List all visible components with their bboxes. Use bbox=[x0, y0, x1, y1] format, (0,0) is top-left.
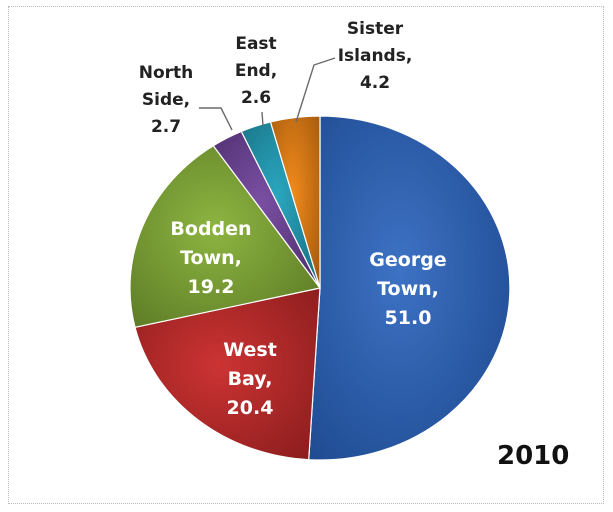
slice-label-3: North Side, 2.7 bbox=[139, 63, 194, 137]
slice-label-4: East End, 2.6 bbox=[235, 34, 277, 108]
slice-label-line: 19.2 bbox=[188, 276, 235, 298]
leader-line-4 bbox=[261, 111, 264, 127]
slice-label-line: 4.2 bbox=[360, 73, 390, 93]
slice-label-2: Bodden Town, 19.2 bbox=[170, 218, 251, 298]
chart-frame bbox=[8, 6, 604, 504]
slice-label-line: 51.0 bbox=[385, 307, 432, 329]
slice-label-line: Sister bbox=[347, 19, 404, 39]
slice-label-5: Sister Islands, 4.2 bbox=[338, 19, 413, 93]
pie-slice-2 bbox=[129, 144, 322, 329]
slice-label-line: 20.4 bbox=[227, 397, 274, 419]
slice-label-line: 2.7 bbox=[151, 117, 181, 137]
slice-label-line: End, bbox=[235, 61, 277, 81]
leader-lines bbox=[199, 57, 336, 131]
slice-label-line: Islands, bbox=[338, 46, 413, 66]
slice-label-1: West Bay, 20.4 bbox=[223, 339, 277, 419]
year-annotation: 2010 bbox=[497, 441, 569, 471]
slice-label-line: North bbox=[139, 63, 194, 83]
slice-label-line: East bbox=[235, 34, 276, 54]
slice-label-line: 2.6 bbox=[241, 88, 271, 108]
slice-labels: George Town, 51.0 West Bay, 20.4 Bodden Town, 19… bbox=[139, 19, 447, 419]
slice-label-line: Town, bbox=[180, 247, 242, 269]
pie-slice-0 bbox=[308, 115, 511, 461]
pie-slices bbox=[129, 115, 511, 461]
pie-slice-1 bbox=[134, 287, 321, 461]
slice-label-line: George bbox=[369, 249, 446, 271]
slice-label-line: Bay, bbox=[228, 368, 273, 390]
leader-line-5 bbox=[295, 57, 336, 123]
slice-label-line: Town, bbox=[377, 278, 439, 300]
slice-label-line: Side, bbox=[142, 90, 190, 110]
slice-label-line: West bbox=[223, 339, 277, 361]
slice-label-line: Bodden bbox=[170, 218, 251, 240]
pie-slice-5 bbox=[269, 115, 321, 289]
slice-label-0: George Town, 51.0 bbox=[369, 249, 446, 329]
leader-line-3 bbox=[199, 107, 233, 131]
